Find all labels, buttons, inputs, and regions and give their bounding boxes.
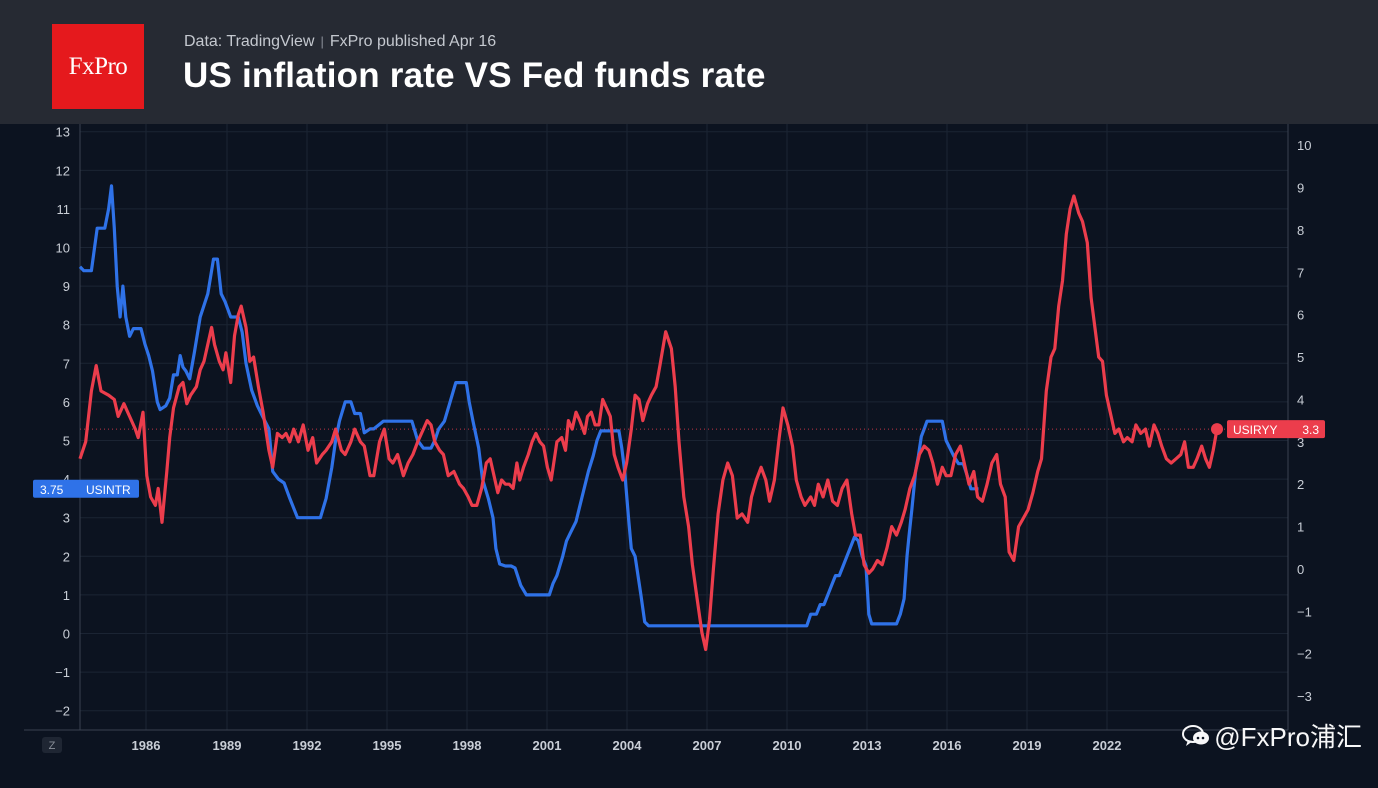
usintr-line [78,184,979,628]
usintr-value-tag [33,479,139,498]
right-y-tick-label: 3 [1297,435,1304,450]
page-title: US inflation rate VS Fed funds rate [183,56,766,95]
left-y-tick-label: 8 [63,318,70,333]
usiryy-last-value: 3.3 [1302,423,1319,437]
left-y-tick-label: −2 [55,704,70,719]
watermark: @FxPro浦汇 [1182,717,1362,754]
usintr-last-value: 3.75 [40,483,64,497]
right-y-tick-label: 1 [1297,520,1304,535]
usiryy-line [78,194,1219,652]
chat-bubble-icon [1182,724,1210,746]
series-lines [78,184,1219,652]
separator: | [320,34,324,49]
publish-info: FxPro published Apr 16 [329,33,497,50]
x-tick-label: 2010 [773,738,802,753]
left-y-tick-label: 1 [63,588,70,603]
left-y-tick-label: 10 [56,241,70,256]
left-y-tick-label: −1 [55,665,70,680]
x-tick-label: 2007 [693,738,722,753]
left-y-tick-label: 12 [56,163,70,178]
data-source: Data: TradingView [184,33,315,50]
left-y-tick-label: 2 [63,549,70,564]
logo-text: FxPro [68,52,128,80]
right-y-tick-label: 9 [1297,181,1304,196]
x-tick-label: 2013 [853,738,882,753]
x-tick-label: 2001 [533,738,562,753]
header-bar: FxPro Data: TradingView | FxPro published … [0,0,1378,124]
watermark-text: @FxPro浦汇 [1214,722,1362,752]
right-y-tick-label: −1 [1297,604,1312,619]
right-y-tick-label: 2 [1297,477,1304,492]
right-y-tick-label: 6 [1297,308,1304,323]
left-y-tick-label: 13 [56,125,70,140]
left-y-tick-label: 9 [63,279,70,294]
axes: 1986 1989 1992 1995 1998 2001 2004 2007 2010 2013… [24,124,1312,753]
x-tick-label: 1992 [293,738,322,753]
left-y-tick-label: 4 [63,472,70,487]
left-y-tick-label: 7 [63,356,70,371]
x-tick-label: 2022 [1093,738,1122,753]
right-y-tick-label: 8 [1297,223,1304,238]
right-y-tick-label: 10 [1297,138,1311,153]
x-tick-label: 1998 [453,738,482,753]
x-tick-label: 2004 [613,738,643,753]
value-labels: USIRYY 3.3 3.75 USINTR [33,420,1325,498]
right-y-tick-label: 0 [1297,562,1304,577]
left-y-tick-label: 11 [57,202,71,217]
left-y-tick-label: 5 [63,434,70,449]
right-y-tick-label: 5 [1297,350,1304,365]
line-chart[interactable]: 1986 1989 1992 1995 1998 2001 2004 2007 2010 2013… [0,124,1378,788]
timezone-label: Z [49,740,56,752]
right-y-tick-label: −2 [1297,647,1312,662]
usiryy-last-dot [1211,423,1223,436]
x-tick-label: 2016 [933,738,962,753]
right-y-tick-label: −3 [1297,689,1312,704]
fxpro-logo: FxPro [52,24,144,109]
x-tick-label: 2019 [1013,738,1042,753]
source-line: Data: TradingView | FxPro published Apr 16 [184,33,496,51]
usintr-series-name: USINTR [86,483,131,497]
usiryy-value-tag [1227,420,1325,439]
x-tick-label: 1989 [213,738,242,753]
right-y-tick-label: 7 [1297,265,1304,280]
right-y-tick-label: 4 [1297,392,1304,407]
x-tick-label: 1986 [132,738,161,753]
left-y-tick-label: 0 [63,627,70,642]
left-y-tick-label: 6 [63,395,70,410]
x-tick-label: 1995 [373,738,402,753]
timezone-button[interactable] [42,737,62,753]
grid-lines [80,124,1288,730]
usiryy-series-name: USIRYY [1233,423,1277,437]
left-y-tick-label: 3 [63,511,70,526]
